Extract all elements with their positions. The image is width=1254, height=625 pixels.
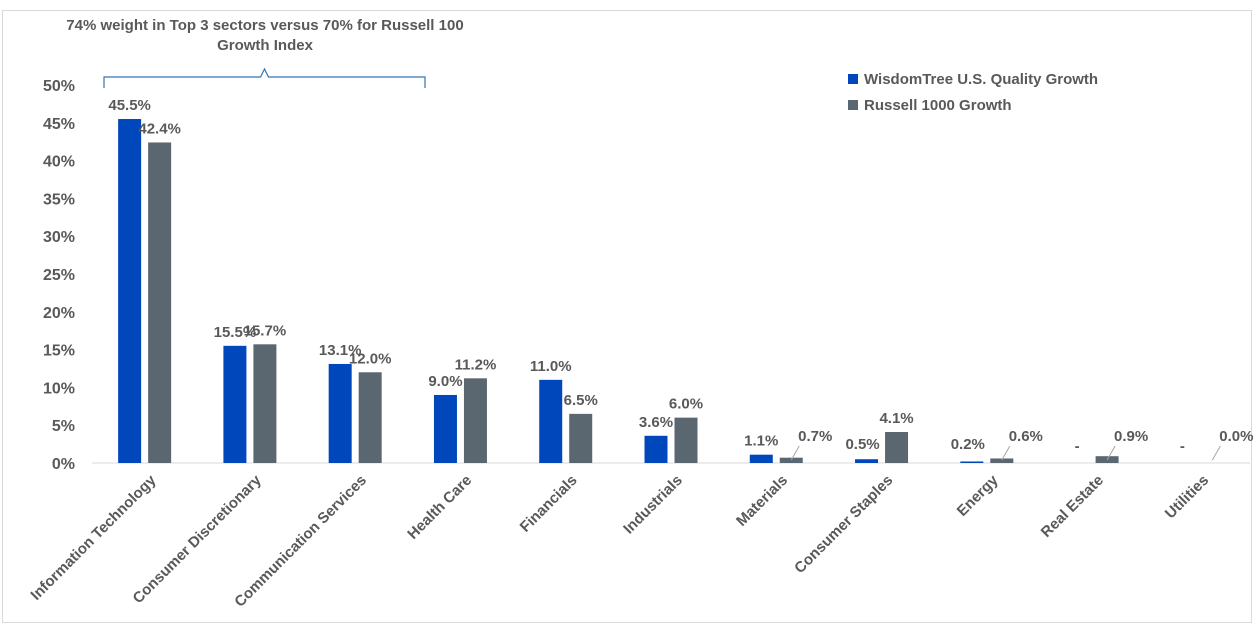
bar-wisdomtree-information-technology	[118, 119, 142, 464]
y-tick-label: 45%	[43, 116, 75, 133]
bar-wisdomtree-materials	[749, 454, 773, 463]
legend-item-wisdomtree: WisdomTree U.S. Quality Growth	[848, 66, 1098, 92]
legend-label-wisdomtree: WisdomTree U.S. Quality Growth	[864, 70, 1099, 88]
legend-swatch-wisdomtree	[848, 74, 858, 84]
data-label: 11.0%	[530, 358, 572, 375]
legend: WisdomTree U.S. Quality Growth Russell 1…	[848, 66, 1098, 118]
data-label: 0.7%	[798, 428, 832, 445]
bar-russell-industrials	[674, 417, 698, 463]
data-label: 42.4%	[138, 120, 181, 137]
data-label: 15.7%	[244, 322, 287, 339]
x-tick-label-financials: Financials	[517, 472, 581, 536]
bar-russell-energy	[990, 458, 1014, 463]
data-label: 6.5%	[564, 392, 598, 409]
y-tick-label: 20%	[43, 305, 75, 322]
leader-line	[1106, 445, 1116, 461]
top3-annotation: 74% weight in Top 3 sectors versus 70% f…	[66, 17, 464, 54]
data-label: 13.1%	[319, 342, 362, 359]
y-tick-label: 35%	[43, 191, 75, 208]
bar-russell-information-technology	[148, 142, 172, 463]
x-tick-label-consumer-staples: Consumer Staples	[791, 472, 896, 577]
y-tick-label: 25%	[43, 267, 75, 284]
data-label: 45.5%	[108, 97, 151, 114]
leader-line	[1211, 445, 1221, 461]
y-tick-label: 15%	[43, 343, 75, 360]
bar-wisdomtree-health-care	[433, 394, 457, 463]
bar-russell-consumer-staples	[885, 432, 909, 463]
bar-wisdomtree-consumer-staples	[855, 459, 879, 463]
data-label: 0.2%	[951, 436, 985, 453]
data-label: 9.0%	[428, 373, 462, 390]
bar-russell-materials	[779, 457, 803, 463]
bar-wisdomtree-communication-services	[328, 363, 352, 463]
y-tick-label: 40%	[43, 154, 75, 171]
data-label: 11.2%	[455, 356, 497, 373]
bar-russell-health-care	[463, 378, 487, 463]
bar-wisdomtree-financials	[539, 379, 563, 463]
bar-wisdomtree-energy	[960, 461, 984, 463]
x-tick-label-energy: Energy	[954, 471, 1002, 519]
legend-swatch-russell	[848, 100, 858, 110]
y-tick-label: 5%	[52, 418, 75, 435]
data-label: 12.0%	[349, 350, 392, 367]
data-label: 0.6%	[1009, 428, 1043, 445]
data-label: 4.1%	[879, 410, 913, 427]
data-label: -	[1075, 438, 1080, 455]
data-label: 15.5%	[214, 324, 257, 341]
y-tick-label: 30%	[43, 229, 75, 246]
y-tick-label: 0%	[52, 456, 75, 473]
data-label: 0.5%	[845, 436, 879, 453]
bar-russell-communication-services	[358, 372, 382, 463]
legend-label-russell: Russell 1000 Growth	[864, 96, 1012, 114]
y-tick-label: 10%	[43, 380, 75, 397]
bar-wisdomtree-consumer-discretionary	[223, 345, 247, 463]
bar-russell-financials	[569, 413, 593, 463]
x-tick-label-materials: Materials	[733, 472, 791, 530]
data-label: 3.6%	[639, 414, 673, 431]
bar-russell-consumer-discretionary	[253, 344, 277, 463]
y-tick-label: 50%	[43, 78, 75, 95]
leader-line	[790, 445, 800, 461]
leader-line	[1001, 445, 1011, 461]
x-tick-label-utilities: Utilities	[1162, 472, 1212, 522]
data-label: 0.0%	[1219, 428, 1253, 445]
x-tick-label-industrials: Industrials	[620, 472, 686, 538]
data-label: 1.1%	[744, 433, 778, 450]
annotation-bracket	[103, 67, 426, 88]
x-tick-label-health-care: Health Care	[404, 472, 475, 543]
data-label: 0.9%	[1114, 428, 1148, 445]
bar-wisdomtree-industrials	[644, 435, 668, 463]
data-label: -	[1180, 438, 1185, 455]
chart-frame	[2, 10, 1252, 623]
legend-item-russell: Russell 1000 Growth	[848, 92, 1098, 118]
x-tick-label-real-estate: Real Estate	[1038, 472, 1107, 541]
data-label: 6.0%	[669, 396, 703, 413]
